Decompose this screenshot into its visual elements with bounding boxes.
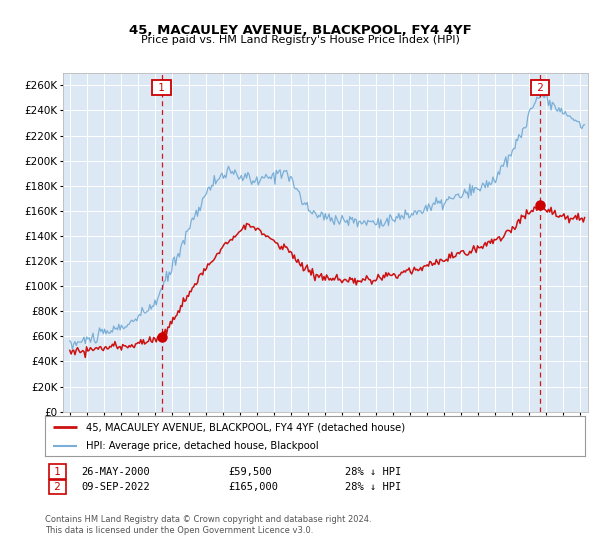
Text: 1: 1	[155, 83, 168, 93]
Text: £59,500: £59,500	[228, 466, 272, 477]
Text: 2: 2	[51, 482, 64, 492]
Text: 28% ↓ HPI: 28% ↓ HPI	[345, 466, 401, 477]
Text: 26-MAY-2000: 26-MAY-2000	[81, 466, 150, 477]
Text: 45, MACAULEY AVENUE, BLACKPOOL, FY4 4YF (detached house): 45, MACAULEY AVENUE, BLACKPOOL, FY4 4YF …	[86, 422, 404, 432]
Text: 28% ↓ HPI: 28% ↓ HPI	[345, 482, 401, 492]
Text: Contains HM Land Registry data © Crown copyright and database right 2024.: Contains HM Land Registry data © Crown c…	[45, 515, 371, 524]
Text: 1: 1	[51, 466, 64, 477]
Text: £165,000: £165,000	[228, 482, 278, 492]
Text: 09-SEP-2022: 09-SEP-2022	[81, 482, 150, 492]
Text: 2: 2	[533, 83, 547, 93]
Text: Price paid vs. HM Land Registry's House Price Index (HPI): Price paid vs. HM Land Registry's House …	[140, 35, 460, 45]
Text: 45, MACAULEY AVENUE, BLACKPOOL, FY4 4YF: 45, MACAULEY AVENUE, BLACKPOOL, FY4 4YF	[128, 24, 472, 38]
Text: HPI: Average price, detached house, Blackpool: HPI: Average price, detached house, Blac…	[86, 441, 318, 451]
Text: This data is licensed under the Open Government Licence v3.0.: This data is licensed under the Open Gov…	[45, 526, 313, 535]
